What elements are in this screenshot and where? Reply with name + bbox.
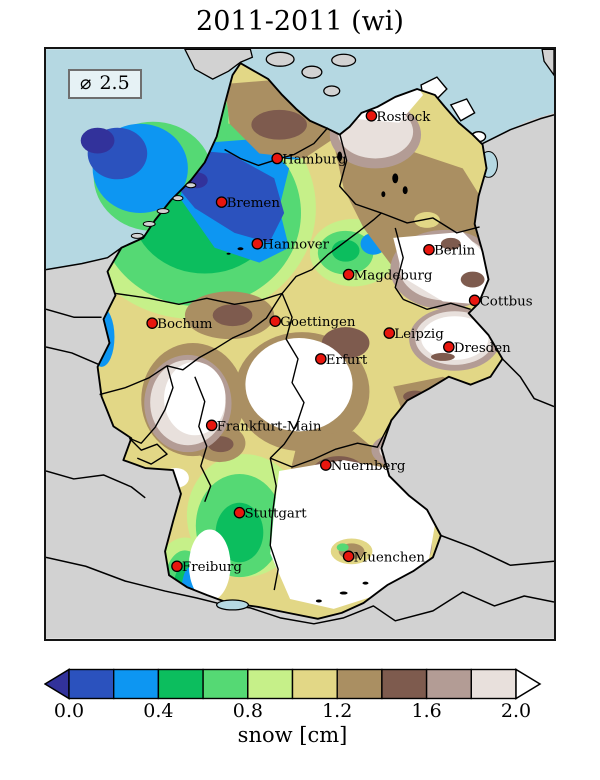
- colorbar-tick-0.4: 0.4: [143, 700, 174, 722]
- city-markers: Rostock Hamburg Bremen Hannover BerlinMagdeb…: [146, 109, 533, 575]
- colorbar-segment-2: [157, 668, 204, 700]
- city-marker-cottbus: [468, 294, 481, 307]
- colorbar-segment-6: [336, 668, 383, 700]
- colorbar-segment-0: [68, 668, 115, 700]
- city-marker-muenchen: [342, 550, 355, 563]
- city-label-freiburg: Freiburg: [182, 560, 242, 575]
- city-label-dresden: Dresden: [454, 341, 511, 356]
- colorbar-tick-1.2: 1.2: [322, 700, 353, 722]
- germany-snow-map: Rostock Hamburg Bremen Hannover Berlin Magdeb…: [44, 47, 556, 641]
- colorbar-segment-1: [112, 668, 160, 700]
- colorbar-tick-0.0: 0.0: [53, 700, 85, 722]
- city-marker-hamburg: [271, 152, 283, 165]
- colorbar-tick-0.8: 0.8: [232, 700, 263, 722]
- mean-value: 2.5: [99, 72, 130, 94]
- city-marker-magdeburg: [342, 268, 355, 281]
- colorbar-segment-3: [202, 668, 249, 700]
- city-marker-bochum: [146, 317, 158, 329]
- city-marker-goettingen: [269, 315, 281, 327]
- city-label-muenchen: Muenchen: [354, 550, 426, 565]
- city-label-erfurt: Erfurt: [326, 353, 368, 368]
- city-label-bremen: Bremen: [227, 196, 281, 211]
- city-label-rostock: Rostock: [376, 110, 431, 125]
- colorbar-tick-1.6: 1.6: [411, 700, 442, 722]
- city-label-hamburg: Hamburg: [282, 152, 347, 167]
- colorbar-segment-8: [425, 668, 473, 700]
- city-label-nuernberg: Nuernberg: [331, 459, 406, 474]
- colorbar-segment-4: [247, 668, 294, 700]
- city-label-stuttgart: Stuttgart: [244, 507, 307, 522]
- city-marker-rostock: [365, 109, 378, 122]
- city-marker-stuttgart: [233, 506, 246, 519]
- foreign-borders: [46, 114, 554, 625]
- sea: [46, 49, 554, 270]
- islands-and-lakes: [130, 151, 408, 611]
- city-label-frankfurt-main: Frankfurt-Main: [217, 419, 322, 434]
- colorbar-segments: [68, 668, 517, 700]
- mean-value-badge: ⌀ 2.5: [68, 69, 142, 99]
- colorbar-label: snow [cm]: [237, 723, 348, 747]
- bodensee-lake: [216, 599, 250, 611]
- figure-title: 2011-2011 (wi): [196, 6, 404, 37]
- city-marker-dresden: [443, 341, 455, 353]
- map-canvas: Rostock Hamburg Bremen Hannover BerlinMagdeb…: [46, 49, 554, 639]
- city-label-magdeburg: Magdeburg: [354, 269, 433, 284]
- colorbar-segment-5: [291, 668, 338, 700]
- city-label-leipzig: Leipzig: [394, 327, 444, 342]
- city-marker-leipzig: [383, 327, 396, 339]
- mean-symbol: ⌀: [80, 72, 92, 94]
- city-marker-hannover: [251, 237, 264, 250]
- colorbar-over-arrow: [515, 668, 542, 700]
- city-label-hannover: Hannover: [262, 238, 329, 253]
- city-label-goettingen: Goettingen: [280, 315, 356, 330]
- colorbar-under-arrow: [44, 668, 70, 700]
- city-marker-bremen: [215, 196, 228, 208]
- colorbar-segment-9: [470, 668, 517, 700]
- colorbar: [44, 668, 542, 700]
- colorbar-tick-2.0: 2.0: [500, 700, 532, 722]
- city-label-bochum: Bochum: [157, 317, 213, 332]
- city-marker-berlin: [423, 243, 435, 256]
- city-label-berlin: Berlin: [434, 244, 476, 259]
- city-marker-nuernberg: [319, 459, 332, 471]
- city-marker-frankfurt-main: [205, 419, 218, 432]
- country-borders: [96, 62, 504, 620]
- city-marker-freiburg: [171, 560, 183, 573]
- denmark: [184, 49, 554, 97]
- poland-land: [484, 112, 554, 209]
- city-marker-erfurt: [315, 353, 327, 365]
- city-label-cottbus: Cottbus: [480, 294, 533, 309]
- colorbar-segment-7: [381, 668, 428, 700]
